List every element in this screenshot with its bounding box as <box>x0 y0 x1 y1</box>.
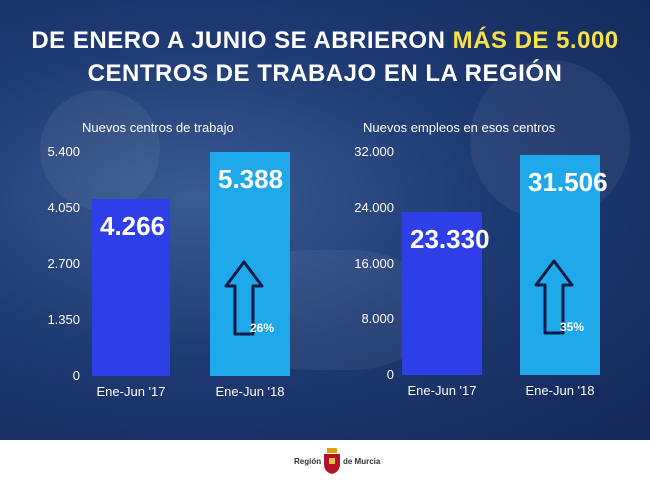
chart-2-title: Nuevos empleos en esos centros <box>363 120 556 135</box>
bar <box>402 212 482 375</box>
x-tick-label: Ene-Jun '18 <box>215 384 285 399</box>
up-arrow-icon <box>534 259 574 335</box>
y-tick-label: 2.700 <box>47 256 80 271</box>
y-tick-label: 5.400 <box>47 144 80 159</box>
headline-highlight: MÁS DE 5.000 <box>452 27 619 54</box>
growth-percentage: 35% <box>560 320 585 334</box>
headline-line-2: CENTROS DE TRABAJO EN LA REGIÓN <box>87 60 563 87</box>
y-tick-label: 8.000 <box>361 311 394 327</box>
bar-value-label: 4.266 <box>100 211 166 242</box>
footer: Región de Murcia <box>0 440 650 488</box>
x-tick-label: Ene-Jun '17 <box>407 383 477 398</box>
bar <box>520 155 600 375</box>
y-tick-label: 24.000 <box>354 199 394 215</box>
bar-value-label: 23.330 <box>410 224 490 255</box>
y-tick-label: 16.000 <box>354 255 394 271</box>
y-tick-label: 1.350 <box>47 312 80 327</box>
bar-value-label: 5.388 <box>218 164 284 195</box>
logo-text-right: de Murcia <box>343 457 381 466</box>
up-arrow-shape <box>224 260 264 336</box>
up-arrow-icon <box>224 260 264 336</box>
bar-value-label: 31.506 <box>528 167 608 198</box>
infographic-poster: DE ENERO A JUNIO SE ABRIERON MÁS DE 5.00… <box>0 0 650 440</box>
y-tick-label: 0 <box>386 367 394 382</box>
x-tick-label: Ene-Jun '18 <box>525 383 595 398</box>
headline-text: DE ENERO A JUNIO SE ABRIERON <box>31 27 453 54</box>
y-tick-label: 0 <box>72 368 80 383</box>
x-tick-label: Ene-Jun '17 <box>96 384 166 399</box>
background-figure <box>40 90 160 210</box>
logo-text-left: Región <box>294 457 322 466</box>
y-tick-label: 32.000 <box>354 144 394 159</box>
up-arrow-shape <box>534 259 574 335</box>
bar <box>210 152 290 376</box>
coat-of-arms-icon <box>324 448 340 474</box>
growth-percentage: 26% <box>250 321 275 335</box>
chart-1-title: Nuevos centros de trabajo <box>82 120 234 135</box>
bar <box>92 199 170 376</box>
headline-line-1: DE ENERO A JUNIO SE ABRIERON MÁS DE 5.00… <box>0 27 650 55</box>
y-tick-label: 4.050 <box>47 200 80 215</box>
